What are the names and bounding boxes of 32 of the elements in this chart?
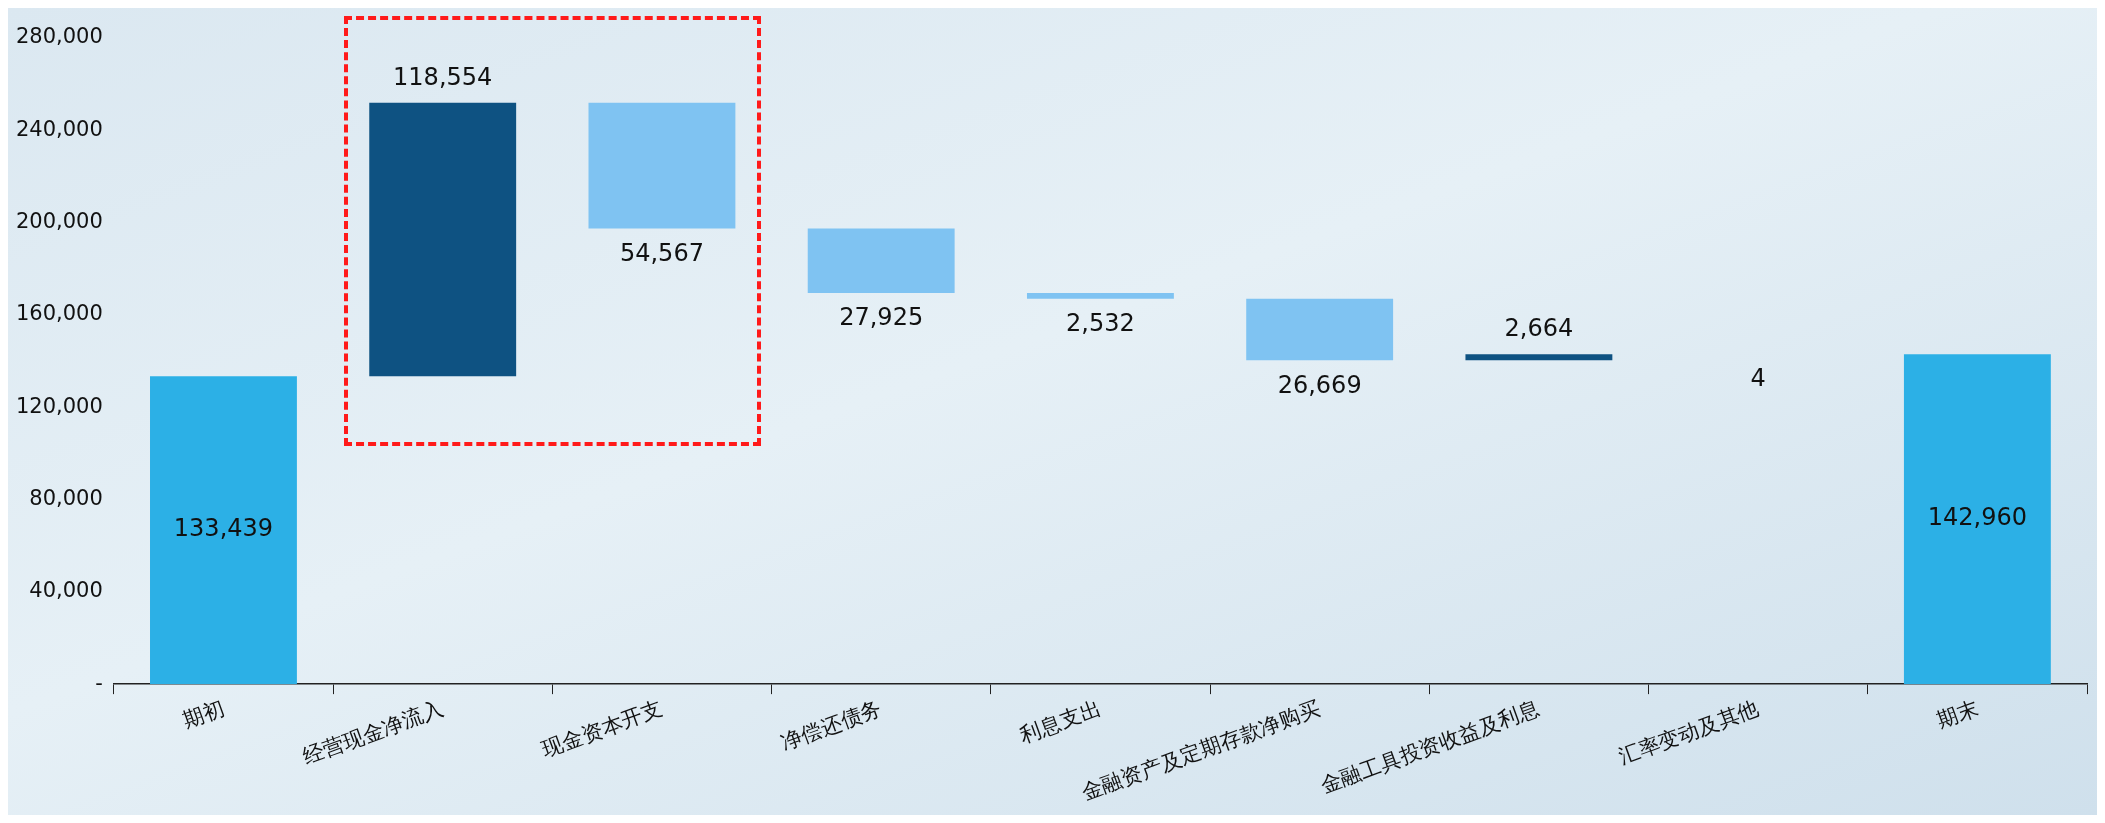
y-tick-label: 40,000 xyxy=(29,578,103,603)
bar xyxy=(807,228,955,293)
x-tick-label: 期初 xyxy=(179,696,228,734)
data-label: 142,960 xyxy=(1927,503,2028,532)
data-label: 2,664 xyxy=(1504,314,1574,343)
data-label: 133,439 xyxy=(173,514,274,543)
data-label: 54,567 xyxy=(619,238,704,267)
bar xyxy=(369,102,517,377)
data-label: 4 xyxy=(1750,364,1766,393)
x-tick-label: 汇率变动及其他 xyxy=(1615,696,1762,770)
data-label: 27,925 xyxy=(839,303,924,332)
x-tick-label: 净偿还债务 xyxy=(777,696,885,755)
x-tick-label: 期末 xyxy=(1933,696,1981,734)
data-label: 26,669 xyxy=(1277,370,1362,399)
y-tick-label: 80,000 xyxy=(29,485,103,510)
y-tick-label: 200,000 xyxy=(16,209,103,234)
x-tick-label: 利息支出 xyxy=(1016,696,1104,748)
x-tick-label: 现金资本开支 xyxy=(538,696,666,762)
bar xyxy=(1246,298,1394,361)
y-tick-label: - xyxy=(95,670,103,695)
y-tick-label: 240,000 xyxy=(16,116,103,141)
y-tick-label: 160,000 xyxy=(16,301,103,326)
y-tick-label: 120,000 xyxy=(16,393,103,418)
data-label: 2,532 xyxy=(1066,309,1135,338)
x-tick-label: 经营现金净流入 xyxy=(299,696,447,770)
y-tick-label: 280,000 xyxy=(16,24,103,49)
data-label: 118,554 xyxy=(393,62,493,91)
bar xyxy=(1903,354,2051,685)
bar xyxy=(150,376,297,685)
bar xyxy=(1026,292,1174,299)
bar xyxy=(1465,354,1613,361)
bar xyxy=(588,102,736,229)
